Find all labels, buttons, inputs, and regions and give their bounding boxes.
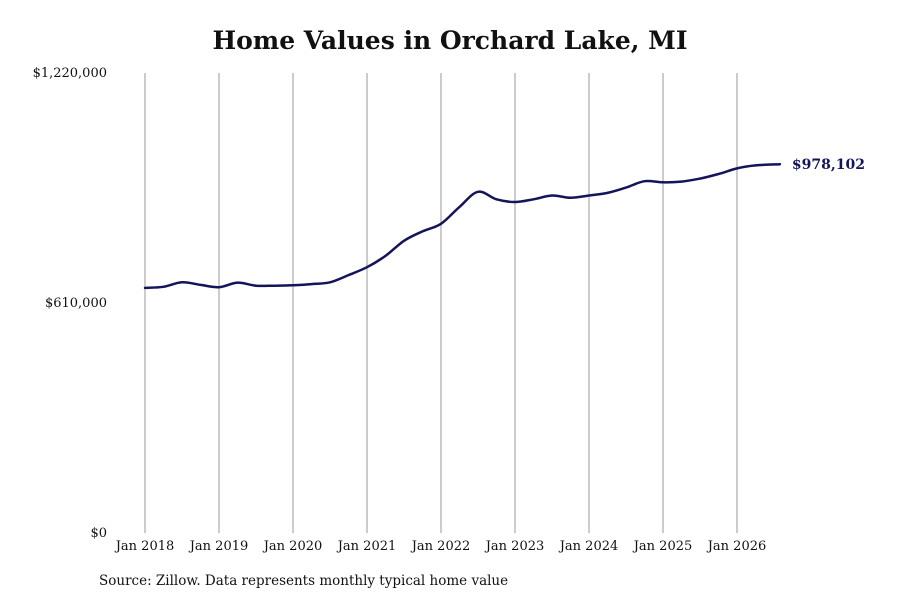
data-labels: $978,102 <box>792 157 865 173</box>
chart-title: Home Values in Orchard Lake, MI <box>212 26 688 55</box>
x-tick-label: Jan 2020 <box>262 539 323 554</box>
y-axis-tick-labels: $0 $610,000 $1,220,000 <box>33 66 107 541</box>
x-axis-tick-labels: Jan 2018 Jan 2019 Jan 2020 Jan 2021 Jan 2022… <box>114 539 767 554</box>
y-tick-label: $610,000 <box>45 296 107 311</box>
y-tick-label: $0 <box>90 526 107 541</box>
end-value-label: $978,102 <box>792 157 865 173</box>
gridlines <box>144 73 738 533</box>
y-tick-label: $1,220,000 <box>33 66 107 81</box>
x-tick-label: Jan 2021 <box>336 539 397 554</box>
x-tick-label: Jan 2019 <box>188 539 249 554</box>
x-tick-label: Jan 2025 <box>632 539 693 554</box>
x-tick-label: Jan 2024 <box>558 539 619 554</box>
x-tick-label: Jan 2023 <box>484 539 545 554</box>
series-lines <box>143 162 782 290</box>
x-tick-label: Jan 2018 <box>114 539 175 554</box>
x-tick-label: Jan 2026 <box>706 539 767 554</box>
x-tick-label: Jan 2022 <box>410 539 471 554</box>
series-line-0 <box>143 162 782 290</box>
source-note: Source: Zillow. Data represents monthly … <box>99 573 509 589</box>
